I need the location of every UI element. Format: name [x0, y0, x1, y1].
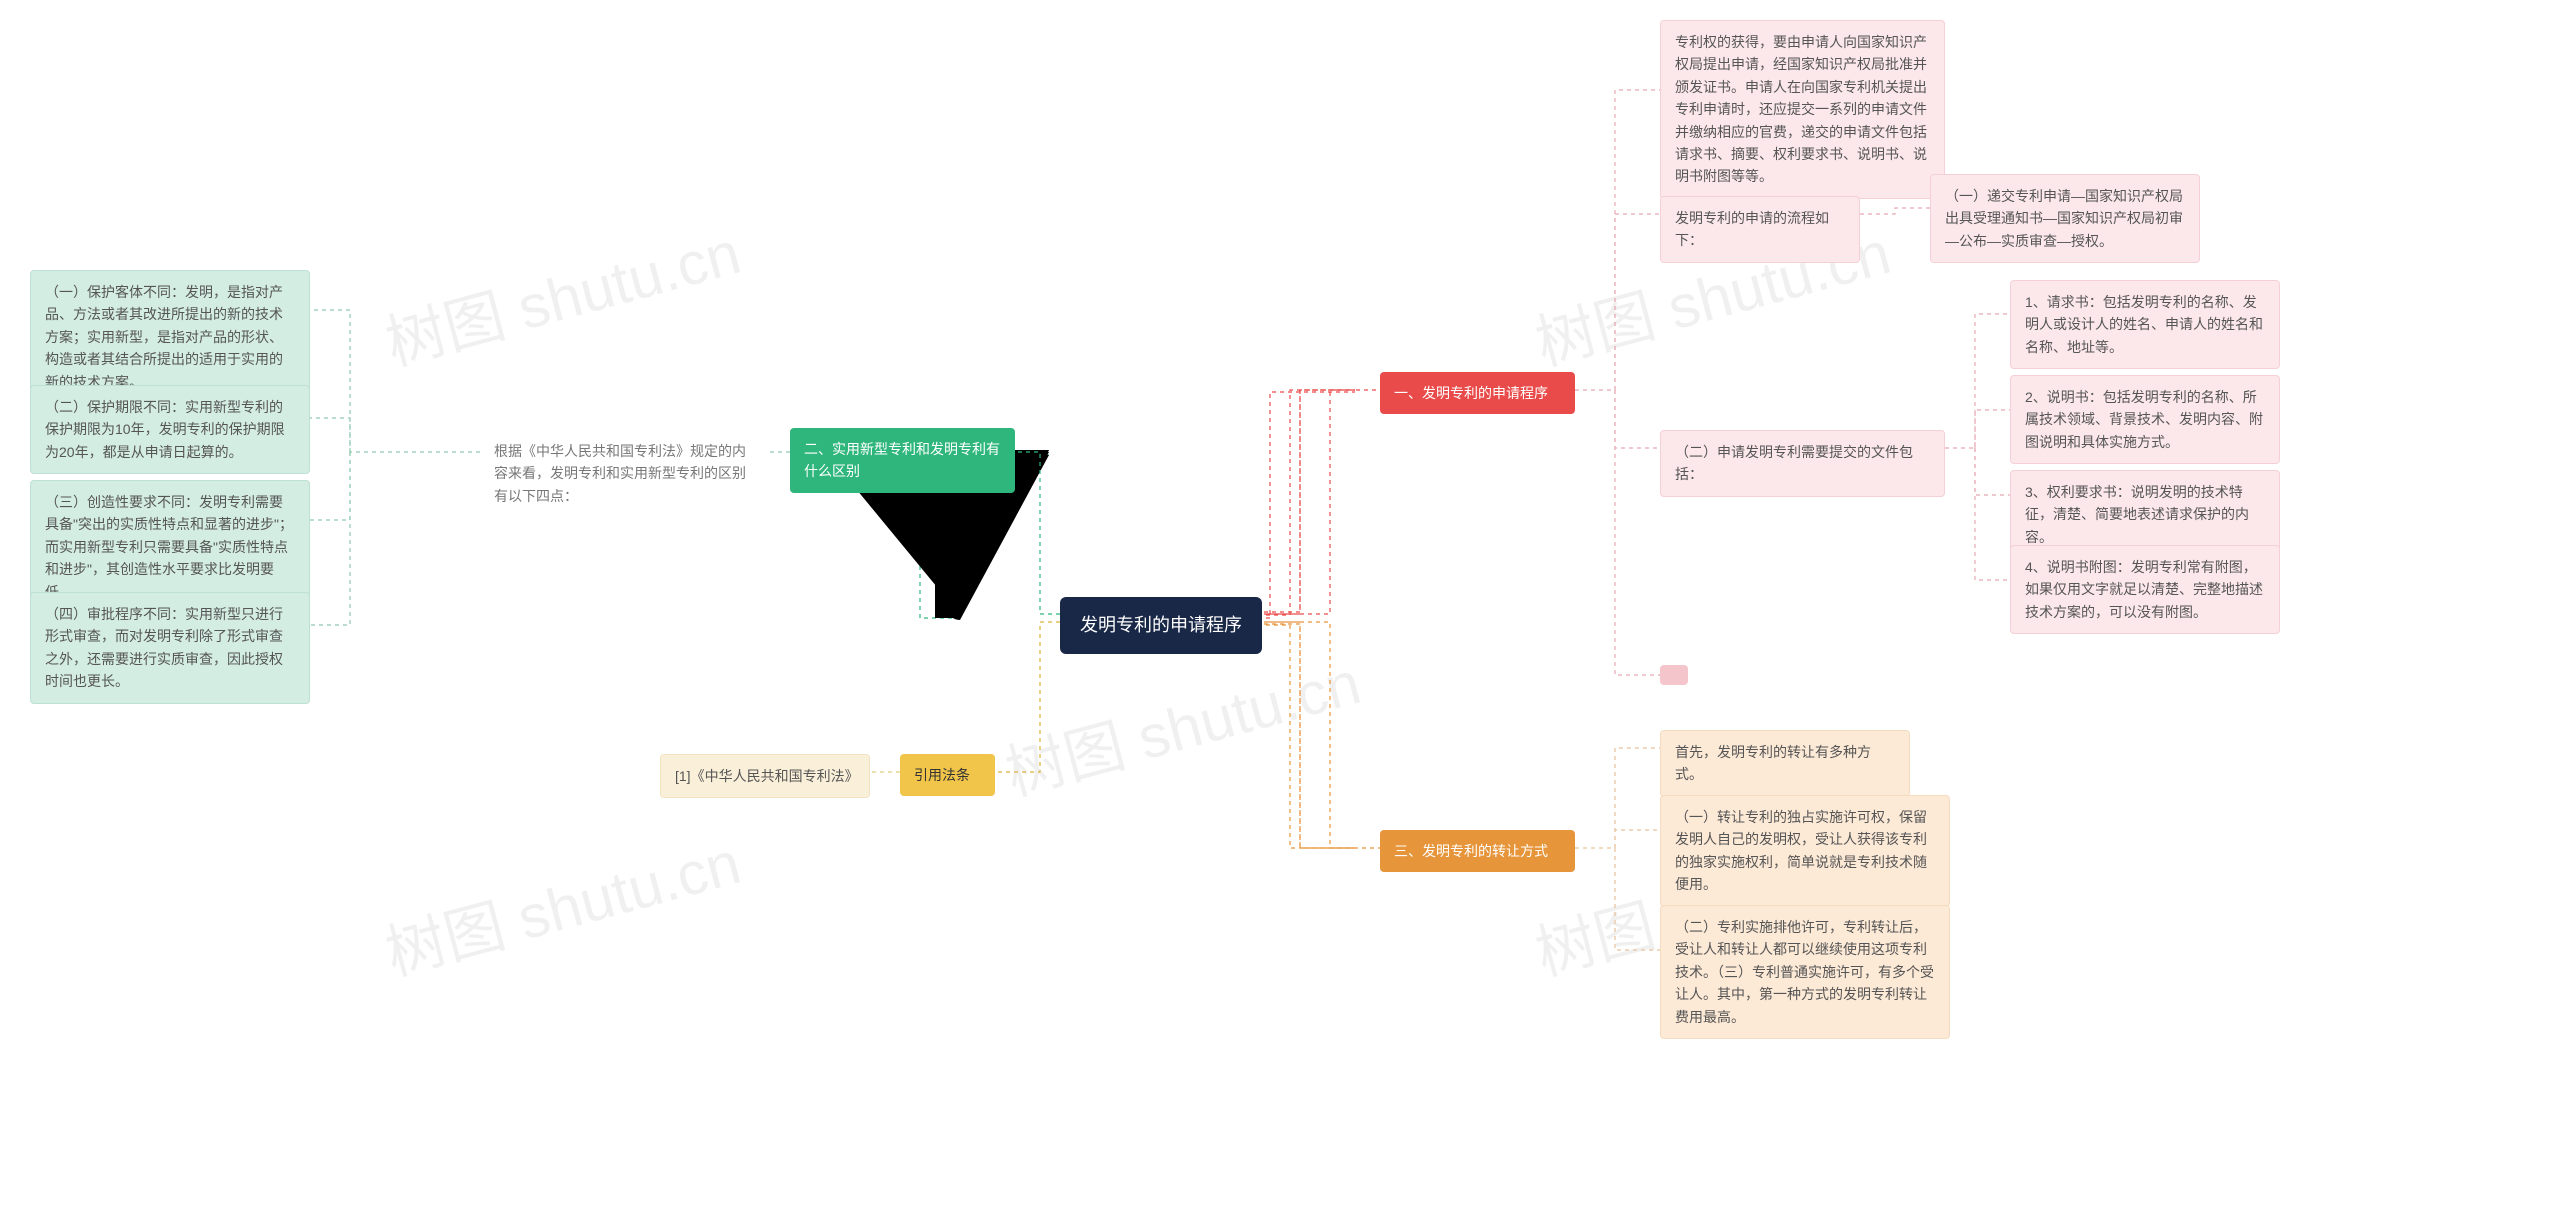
mint-4: （四）审批程序不同：实用新型只进行形式审查，而对发明专利除了形式审查之外，还需要… [30, 592, 310, 704]
center-node[interactable]: 发明专利的申请程序 [1060, 597, 1262, 654]
branch-ref[interactable]: 引用法条 [900, 754, 995, 796]
branch-one-child-docs: （二）申请发明专利需要提交的文件包括： [1660, 430, 1945, 497]
branch-two-intro: 根据《中华人民共和国专利法》规定的内容来看，发明专利和实用新型专利的区别有以下四… [480, 430, 770, 517]
branch-one-doc-2: 2、说明书：包括发明专利的名称、所属技术领域、背景技术、发明内容、附图说明和具体… [2010, 375, 2280, 464]
branch-one-doc-1: 1、请求书：包括发明专利的名称、发明人或设计人的姓名、申请人的姓名和名称、地址等… [2010, 280, 2280, 369]
branch-one-child-flow: 发明专利的申请的流程如下： [1660, 196, 1860, 263]
mint-2: （二）保护期限不同：实用新型专利的保护期限为10年，发明专利的保护期限为20年，… [30, 385, 310, 474]
branch-one-flow-detail: （一）递交专利申请—国家知识产权局出具受理通知书—国家知识产权局初审—公布—实质… [1930, 174, 2200, 263]
branch-three-child-1: 首先，发明专利的转让有多种方式。 [1660, 730, 1910, 797]
watermark: 树图 shutu.cn [375, 204, 749, 382]
branch-three-child-3: （二）专利实施排他许可，专利转让后，受让人和转让人都可以继续使用这项专利技术。（… [1660, 905, 1950, 1039]
branch-one-child-intro: 专利权的获得，要由申请人向国家知识产权局提出申请，经国家知识产权局批准并颁发证书… [1660, 20, 1945, 199]
watermark: 树图 shutu.cn [995, 634, 1369, 812]
branch-three[interactable]: 三、发明专利的转让方式 [1380, 830, 1575, 872]
mint-1: （一）保护客体不同：发明，是指对产品、方法或者其改进所提出的新的技术方案；实用新… [30, 270, 310, 404]
branch-two[interactable]: 二、实用新型专利和发明专利有什么区别 [790, 428, 1015, 493]
branch-ref-child: [1]《中华人民共和国专利法》 [660, 754, 870, 798]
branch-one-empty [1660, 665, 1688, 685]
branch-three-child-2: （一）转让专利的独占实施许可权，保留发明人自己的发明权，受让人获得该专利的独家实… [1660, 795, 1950, 907]
branch-one[interactable]: 一、发明专利的申请程序 [1380, 372, 1575, 414]
watermark: 树图 shutu.cn [375, 814, 749, 992]
branch-one-doc-4: 4、说明书附图：发明专利常有附图，如果仅用文字就足以清楚、完整地描述技术方案的，… [2010, 545, 2280, 634]
